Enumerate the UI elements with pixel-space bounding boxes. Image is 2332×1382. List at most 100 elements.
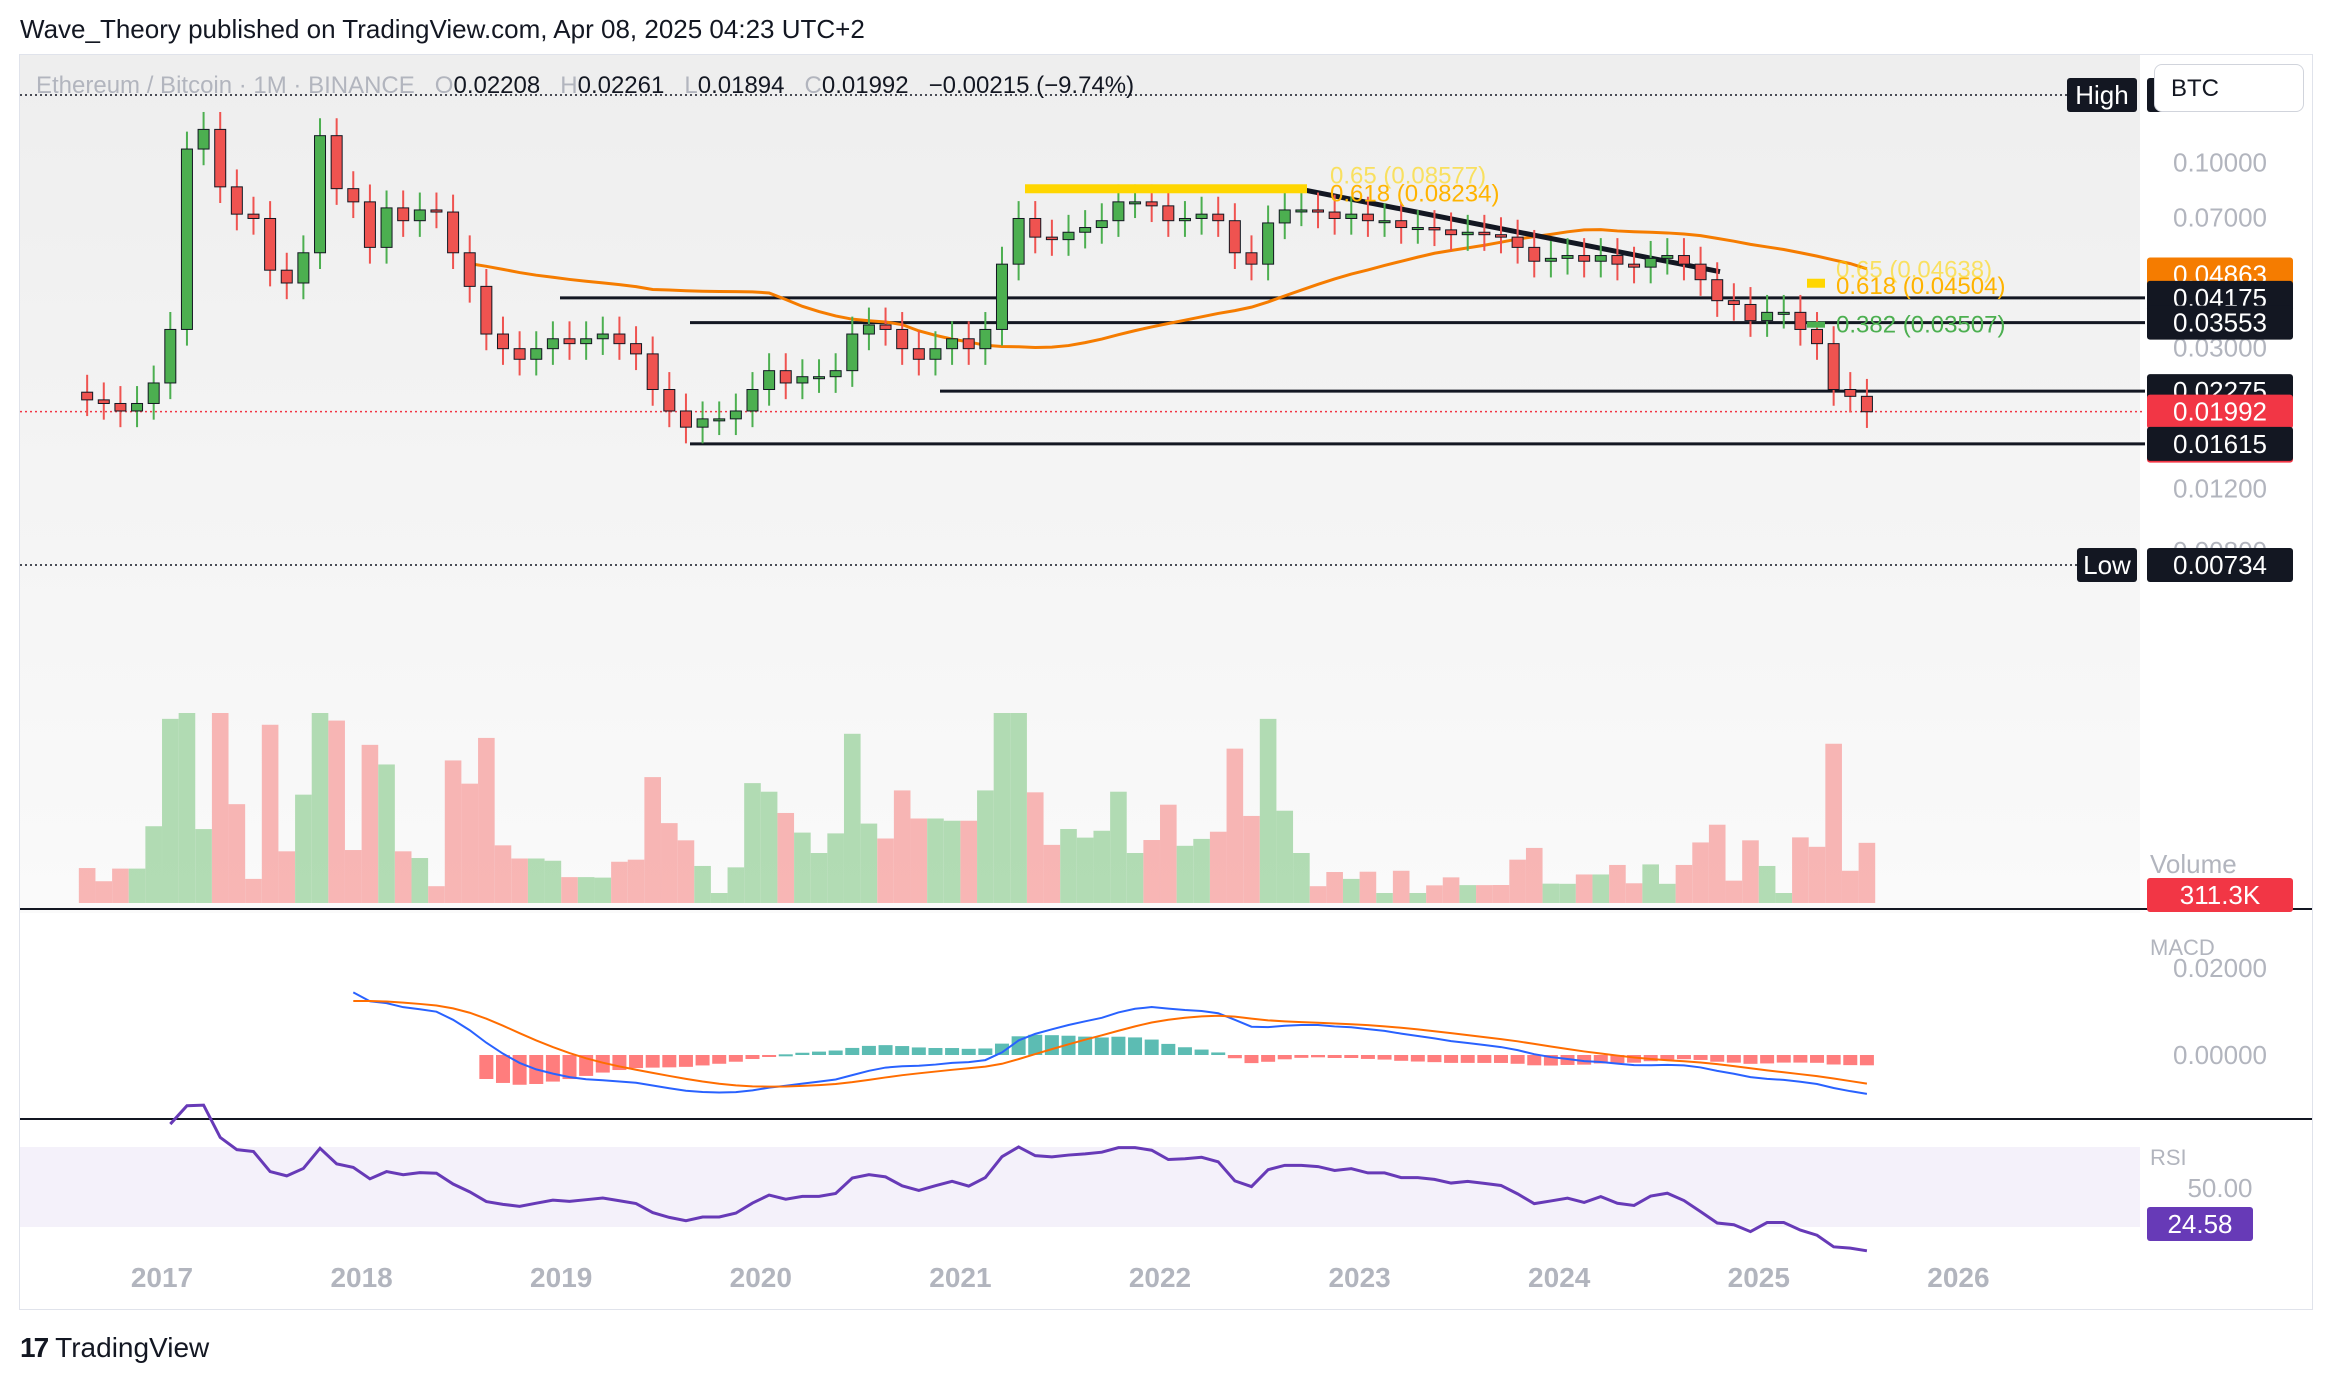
volume-bar — [1675, 864, 1693, 903]
high-tag: High — [2075, 80, 2128, 110]
candle-down — [1628, 263, 1641, 268]
candle-down — [496, 333, 509, 350]
volume-bar — [444, 760, 462, 903]
macd-histogram-bar — [1693, 1055, 1708, 1060]
time-axis[interactable]: 2017 2018 2019 2020 2021 2022 2023 2024 2025 2026 — [131, 1262, 1990, 1293]
volume-bar — [977, 790, 994, 903]
rsi-tick-label: 50.00 — [2187, 1173, 2252, 1203]
open-label: O — [434, 72, 454, 99]
candle-up — [1345, 213, 1358, 219]
volume-bar — [261, 724, 279, 903]
candle-down — [1245, 252, 1258, 265]
symbol-legend: Ethereum / Bitcoin · 1M · BINANCE O0.022… — [36, 72, 1134, 100]
volume-bar — [1426, 885, 1443, 903]
volume-bar — [794, 832, 811, 903]
macd-histogram-bar — [1410, 1055, 1425, 1062]
candle-up — [1195, 213, 1208, 219]
volume-bar — [278, 851, 296, 903]
volume-bar — [494, 845, 512, 903]
tradingview-logo[interactable]: 17 TradingView — [20, 1332, 209, 1364]
high-label: H — [560, 72, 578, 99]
volume-bar — [943, 820, 961, 903]
macd-histogram-bar — [861, 1045, 876, 1055]
candle-up — [929, 348, 942, 360]
candle-down — [1494, 234, 1507, 238]
macd-histogram-bar — [745, 1055, 760, 1060]
time-tick-label: 2025 — [1728, 1262, 1790, 1293]
macd-histogram-bar — [1244, 1055, 1259, 1064]
macd-histogram-bar — [928, 1048, 943, 1055]
horizontal-levels[interactable] — [20, 296, 2145, 446]
volume-bar — [1276, 810, 1294, 903]
macd-histogram-bar — [1460, 1055, 1475, 1063]
fib-zone-lower — [1807, 278, 1825, 288]
candle-up — [1461, 231, 1474, 236]
axis-label: 0.03553 — [2173, 308, 2267, 338]
macd-histogram-bar — [1527, 1055, 1542, 1066]
macd-histogram-bar — [1061, 1035, 1076, 1055]
candle-up — [763, 370, 776, 391]
candle-up — [1095, 220, 1108, 229]
main-chart[interactable]: Volume 0.618 (0.08234)0.65 (0.08577)0.61… — [20, 55, 2312, 1309]
candle-down — [1611, 255, 1624, 265]
candle-down — [613, 333, 626, 345]
macd-histogram-bar — [495, 1055, 510, 1083]
candle-down — [330, 135, 343, 190]
candle-down — [1045, 236, 1058, 241]
macd-histogram-bar — [1577, 1055, 1592, 1065]
volume-bar — [893, 790, 911, 903]
candle-up — [1544, 257, 1557, 262]
volume-bar — [195, 829, 212, 903]
chart-frame[interactable]: Volume 0.618 (0.08234) 0.65 (0.08577) 0.61… — [19, 54, 2313, 1310]
candle-up — [131, 402, 144, 412]
volume-bar — [544, 860, 562, 903]
candle-up — [1411, 227, 1424, 231]
candle-down — [1212, 213, 1225, 222]
volume-bar — [394, 851, 412, 903]
volume-bar — [710, 893, 728, 903]
volume-bar — [1293, 853, 1310, 903]
volume-bar — [311, 713, 329, 903]
macd-histogram-bar — [1810, 1055, 1825, 1063]
candle-down — [1794, 311, 1807, 330]
candle-up — [729, 410, 742, 420]
macd-histogram-bar — [1427, 1055, 1442, 1063]
candle-up — [1079, 227, 1092, 233]
macd-histogram-bar — [1843, 1055, 1858, 1066]
volume-bar — [1476, 885, 1493, 903]
candle-up — [1262, 222, 1275, 265]
fib-annotation: 0.65 (0.08577) — [1330, 162, 1486, 189]
candle-down — [1312, 209, 1325, 213]
candle-down — [97, 399, 110, 404]
price-tick-label: 0.01200 — [2173, 473, 2267, 503]
time-tick-label: 2019 — [530, 1262, 592, 1293]
candle-down — [230, 186, 243, 215]
currency-button[interactable]: BTC — [2154, 64, 2304, 112]
candle-up — [1062, 231, 1075, 241]
macd-histogram-bar — [1344, 1055, 1359, 1059]
macd-histogram-bar — [1710, 1055, 1725, 1062]
volume-bar — [877, 838, 894, 903]
volume-bar — [910, 818, 928, 903]
macd-histogram-bar — [678, 1055, 693, 1067]
candle-up — [1112, 201, 1125, 222]
macd-histogram-bar — [1726, 1055, 1741, 1063]
macd-histogram-bar — [1044, 1035, 1059, 1055]
volume-bar — [1492, 884, 1510, 903]
candle-down — [1860, 395, 1873, 413]
macd-histogram-bar — [1859, 1055, 1874, 1066]
axis-label: 0.01992 — [2173, 397, 2267, 427]
candle-up — [1777, 311, 1790, 315]
volume-bar — [661, 823, 678, 903]
symbol-name[interactable]: Ethereum / Bitcoin · 1M · BINANCE — [36, 72, 415, 99]
candle-up — [946, 338, 959, 350]
volume-bar — [1841, 870, 1859, 903]
candle-down — [397, 207, 410, 222]
macd-histogram-bar — [778, 1054, 793, 1057]
macd-histogram-bar — [595, 1055, 610, 1073]
macd-histogram-bar — [1028, 1034, 1043, 1055]
volume-bar — [1509, 859, 1526, 903]
volume-bar — [611, 861, 628, 903]
candle-up — [1278, 209, 1291, 224]
macd-histogram-bar — [1194, 1049, 1209, 1055]
